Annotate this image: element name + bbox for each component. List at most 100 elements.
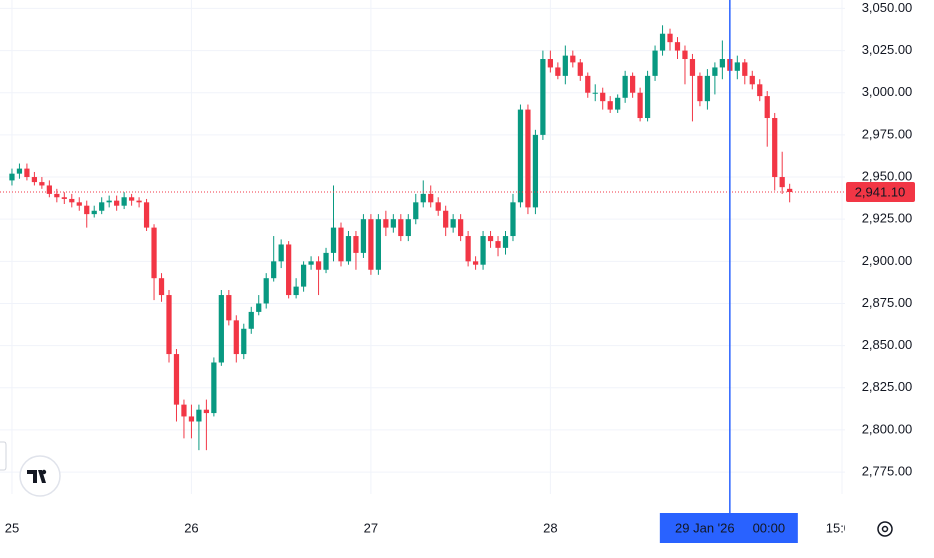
crosshair-date: 29 Jan '26 [675,520,735,535]
candle-body [84,205,90,215]
candle-body [114,200,120,206]
candle-body [353,236,359,253]
candle-body [330,227,337,253]
y-tick-label: 2,875.00 [862,295,913,310]
y-tick-label: 3,025.00 [862,42,913,57]
candle-body [136,200,142,203]
x-tick-label: 25 [5,520,19,535]
y-tick-label: 2,850.00 [862,337,913,352]
candle-body [181,404,187,417]
candle-body [428,193,434,203]
candle-body [465,236,471,262]
candle-body [196,409,202,422]
y-tick-label: 2,925.00 [862,211,913,226]
candle-body [719,59,725,68]
candle-body [76,202,82,206]
candle-body [540,59,546,135]
candle-body [644,75,651,119]
candle-body [667,33,673,43]
candle-body [248,311,254,329]
candle-body [256,303,262,312]
candle-body [577,62,583,76]
candle-body [188,416,195,422]
crosshair-box [659,513,798,543]
candle-body [61,197,67,199]
y-tick-label: 2,950.00 [862,168,913,183]
y-tick-label: 3,050.00 [862,0,913,15]
candle-body [233,320,239,355]
y-tick-label: 2,825.00 [862,379,913,394]
candle-body [510,202,516,237]
candle-body [607,101,613,110]
tv-logo [19,455,61,497]
candle-body [375,219,381,270]
candle-body [600,92,606,102]
candle-body [151,227,157,279]
candle-body [413,202,419,220]
candle-body [271,261,277,279]
candle-body [128,197,135,201]
candle-body [308,261,314,265]
candle-body [742,62,748,76]
candle-body [772,118,778,178]
crosshair-time: 00:00 [753,520,786,535]
candle-body [166,295,172,355]
candle-body [704,75,711,102]
candle-body [293,286,299,296]
candle-body [562,55,568,76]
candle-body [749,75,755,85]
candle-body [480,236,486,265]
candle-body [24,168,30,178]
side-tab[interactable] [0,441,7,471]
x-tick-label: 26 [184,520,198,535]
candle-body [547,59,553,68]
candle-body [443,210,449,228]
candle-body [263,278,269,304]
candle-body [630,75,636,93]
candle-body [39,182,45,186]
candle-body [458,219,464,237]
settings-icon[interactable] [877,521,893,537]
y-tick-label: 2,900.00 [862,253,913,268]
candle-body [712,67,718,76]
candle-body [241,328,247,355]
candle-body [218,295,224,363]
candle-body [99,202,105,211]
candle-body [495,241,501,248]
candle-body [659,33,666,51]
candle-body [405,219,411,237]
candle-body [525,109,531,208]
candle-body [697,75,703,102]
y-tick-label: 3,000.00 [862,84,913,99]
candle-body [91,210,97,215]
x-tick-label: 27 [364,520,378,535]
candle-body [757,84,763,97]
candle-body [368,219,374,270]
candle-body [278,244,284,262]
candle-body [143,202,150,228]
candle-body [585,75,591,93]
candle-body [420,193,426,203]
candle-body [689,59,696,76]
candle-body [158,278,165,296]
candle-body [787,188,793,193]
candle-body [622,75,628,98]
candle-body [9,173,15,181]
candle-body [173,354,180,405]
candle-body [106,200,112,203]
candle-body [652,50,658,76]
candle-body [345,236,352,262]
candle-body [615,97,621,110]
candle-body [570,55,576,63]
candle-body [300,264,307,287]
overlay: 2,941.10 29 Jan '26 00:00 [0,0,915,543]
candle-body [517,109,524,203]
candle-body [226,295,232,321]
candle-body [682,50,688,60]
candle-body [338,227,344,262]
candle-body [360,219,367,253]
candle-body [502,236,509,248]
candle-body [779,177,785,188]
candle-body [734,62,740,71]
candle-body [69,198,75,203]
